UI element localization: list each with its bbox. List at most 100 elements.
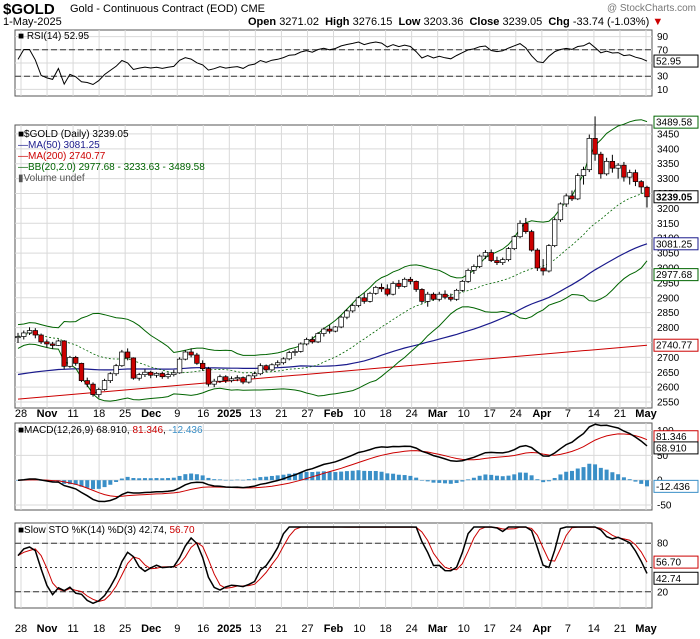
x-tick-label: 13 [249,408,261,420]
bb-upper-tag: 3489.58 [656,118,693,129]
candle-body [350,305,356,312]
candle-body [55,340,62,346]
candle-body [246,375,252,383]
macd-hist-tag-box [653,479,699,493]
rsi-panel: 907050301052.95 [14,29,699,97]
macd-hist-bar [73,480,78,485]
x-tick-label: 17 [484,408,496,420]
x-tick-label: 9 [174,623,180,635]
bb-lower-tag: 2977.68 [656,270,693,281]
rsi-last-tag: 52.95 [656,57,681,68]
macd-hist-bar [373,470,378,481]
bb-legend-text: BB(20,2.0) 2977.68 - 3233.63 - 3489.58 [28,162,205,173]
macd-hist-bar [431,480,436,483]
candle-body [338,316,344,328]
quote-date: 1-May-2025 [3,16,62,28]
price-tick-label: 3350 [657,159,680,170]
rsi-last-tag-box [653,54,699,68]
candle-body [534,249,541,269]
x-tick-label: 13 [249,623,261,635]
macd-hist-bar [477,475,482,481]
x-tick-label: 27 [301,623,313,635]
x-tick-label: 10 [458,623,470,635]
candle-body [419,289,425,302]
candle-body [275,362,281,366]
bb-middle-line [17,190,648,374]
last-price-tag: 3239.05 [656,192,693,203]
x-tick-label: Apr [532,408,552,420]
candle-body [101,380,108,390]
low-label: Low [398,16,421,28]
macd-hist-bar [379,471,384,481]
candle-body [621,164,627,178]
macd-hist-bar [448,480,453,484]
macd-hist-bar [154,478,159,481]
candle-body [523,222,529,232]
ma50-line [17,243,648,376]
candle-body [615,164,621,169]
candle-body [390,283,396,295]
macd-hist-bar [194,474,199,481]
x-tick-label: 10 [458,408,470,420]
macd-hist-bar [483,474,488,481]
x-tick-label: 2025 [217,408,241,420]
candle-body [413,281,419,290]
macd-hist-bar [79,480,84,487]
candle-body [165,374,171,378]
x-tick-label: 14 [588,623,600,635]
macd-hist-bar [235,479,240,481]
macd-hist-bar [558,474,563,481]
sto-tick-label: 20 [657,587,669,598]
macd-hist-bar [344,471,349,481]
macd-hist-bar [316,471,321,481]
x-tick-label: 16 [197,623,209,635]
macd-hist-bar [368,470,373,481]
x-tick-label: 11 [67,623,78,635]
candle-body [315,333,321,343]
candle-body [471,266,477,271]
ohlc-readout: Open 3271.02 High 3276.15 Low 3203.36 Cl… [248,16,663,28]
macd-hist-bar [471,477,476,481]
macd-hist-bar [437,480,442,483]
price-tick-label: 3150 [657,219,680,230]
macd-hist-bar [339,471,344,481]
macd-hist-bar [391,473,396,481]
candle-body [205,368,212,385]
candle-body [61,340,67,367]
candle-body [540,267,546,272]
x-tick-label: 2025 [217,623,241,635]
close-value: 3239.05 [502,16,543,28]
candle-body [44,341,50,345]
candle-body [344,310,350,318]
macd-hist-bar [212,479,217,481]
candle-body [517,222,523,238]
candle-body [563,195,569,205]
ma50-tag-box [653,237,699,251]
candle-body [627,172,633,178]
macd-hist-bar [356,470,361,481]
close-label: Close [469,16,500,28]
candle-body [453,289,460,300]
macd-hist-bar [616,474,621,481]
macd-hist-bar [569,470,574,481]
rsi-legend-text: RSI(14) 52.95 [26,31,90,42]
candle-body [494,260,500,263]
x-tick-label: 18 [93,623,105,635]
x-tick-label: 18 [93,408,105,420]
macd-hist-bar [223,479,228,481]
macd-hist-bar [500,476,505,481]
x-tick-label: 11 [67,408,78,420]
candle-body [575,175,581,200]
candle-body [309,339,315,343]
candle-body [269,364,275,371]
macd-hist-bar [131,478,136,481]
macd-hist-bar [454,480,459,484]
candle-body [644,186,650,198]
macd-legend: ■MACD(12,26,9) 68.910, 81.346, -12.436 [18,425,203,436]
candle-body [638,181,644,188]
ma50-tag: 3081.25 [656,239,693,250]
macd-hist-bar [119,478,124,481]
macd-hist-bar [402,475,407,481]
